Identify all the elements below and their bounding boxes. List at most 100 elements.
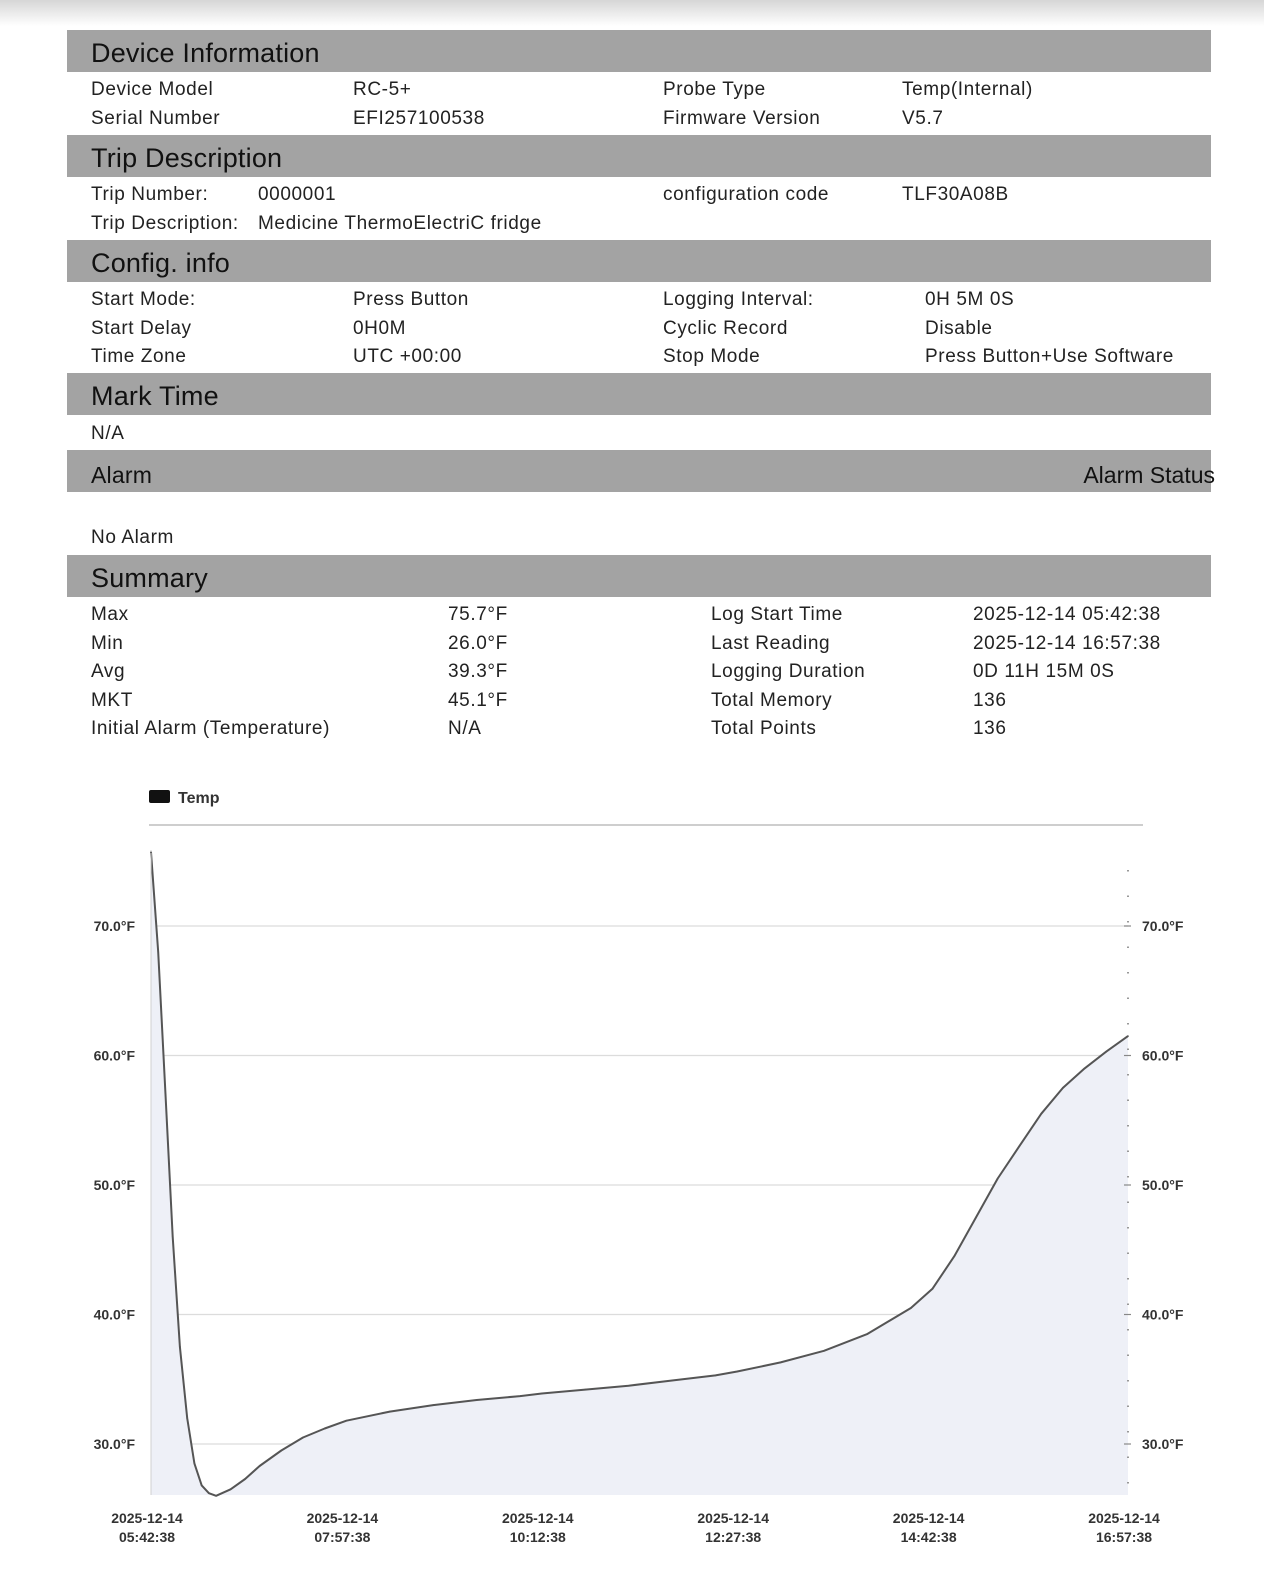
stop-mode-value: Press Button+Use Software [925, 346, 1174, 367]
y-tick-label-right: 40.0°F [1142, 1307, 1184, 1323]
mkt-label: MKT [91, 690, 133, 711]
temp-data-point [302, 1436, 304, 1439]
x-tick-label-date: 2025-12-14 [697, 1510, 769, 1526]
temp-data-point [193, 1462, 196, 1465]
alarm-header: Alarm Alarm Status [67, 450, 1215, 492]
total-points-label: Total Points [711, 718, 817, 739]
temp-data-point [1062, 1087, 1064, 1089]
trip-number-value: 0000001 [258, 184, 337, 205]
temp-data-point [389, 1410, 391, 1413]
avg-value: 39.3°F [448, 661, 508, 682]
trip-description-value: Medicine ThermoElectriC fridge [258, 213, 542, 234]
temp-data-point [229, 1488, 232, 1491]
mark-time-title: Mark Time [91, 381, 219, 411]
temp-data-point [953, 1255, 956, 1257]
logging-interval-label: Logging Interval: [663, 289, 814, 310]
probe-type-value: Temp(Internal) [902, 79, 1033, 100]
mark-time-value: N/A [91, 423, 125, 444]
temp-data-point [584, 1388, 586, 1391]
alarm-status-title: Alarm Status [1083, 462, 1215, 488]
y-tick-label-right: 70.0°F [1142, 918, 1184, 934]
temp-data-point [1018, 1145, 1021, 1147]
serial-number-label: Serial Number [91, 108, 221, 129]
temp-data-point [179, 1346, 181, 1348]
last-reading-label: Last Reading [711, 633, 831, 654]
temp-data-point [208, 1492, 210, 1494]
trip-description-label: Trip Description: [91, 213, 239, 234]
logging-duration-value: 0D 11H 15M 0S [973, 661, 1115, 682]
time-zone-label: Time Zone [91, 346, 187, 367]
temp-data-point [996, 1177, 999, 1180]
summary-title: Summary [91, 563, 208, 593]
temp-data-point [779, 1361, 782, 1364]
temp-data-point [627, 1384, 630, 1387]
y-tick-label-left: 70.0°F [94, 918, 136, 934]
x-tick-label-time: 07:57:38 [314, 1529, 370, 1545]
trip-number-label: Trip Number: [91, 184, 209, 205]
alarm-title: Alarm [91, 462, 153, 488]
cyclic-record-label: Cyclic Record [663, 318, 788, 339]
temp-data-point [432, 1404, 435, 1406]
total-memory-value: 136 [973, 690, 1007, 711]
y-tick-label-left: 30.0°F [94, 1436, 136, 1452]
device-information-title: Device Information [91, 38, 320, 68]
y-tick-label-left: 60.0°F [94, 1048, 136, 1064]
stop-mode-label: Stop Mode [663, 346, 761, 367]
firmware-version-value: V5.7 [902, 108, 944, 129]
logging-duration-label: Logging Duration [711, 661, 866, 682]
start-delay-label: Start Delay [91, 318, 192, 339]
initial-alarm-value: N/A [448, 718, 482, 739]
config-info-header: Config. info [67, 240, 1211, 282]
device-model-label: Device Model [91, 79, 214, 100]
x-tick-label-time: 12:27:38 [705, 1529, 761, 1545]
max-value: 75.7°F [448, 604, 508, 625]
temp-data-point [1105, 1050, 1108, 1053]
avg-label: Avg [91, 661, 126, 682]
logging-interval-value: 0H 5M 0S [925, 289, 1015, 310]
temp-data-point [866, 1333, 869, 1335]
trip-description-header: Trip Description [67, 135, 1211, 177]
temp-data-point [157, 951, 159, 953]
temp-data-point [975, 1216, 977, 1219]
top-shadow [0, 0, 1264, 26]
y-tick-label-left: 40.0°F [94, 1307, 136, 1323]
temp-data-point [280, 1449, 283, 1452]
mkt-value: 45.1°F [448, 690, 508, 711]
temp-data-point [910, 1307, 912, 1309]
start-delay-value: 0H0M [353, 318, 407, 339]
serial-number-value: EFI257100538 [353, 108, 485, 129]
x-tick-label-date: 2025-12-14 [307, 1510, 379, 1526]
max-label: Max [91, 604, 129, 625]
log-start-time-value: 2025-12-14 05:42:38 [973, 604, 1161, 625]
start-mode-value: Press Button [353, 289, 469, 310]
temp-data-point [519, 1395, 521, 1397]
temp-data-point [475, 1399, 478, 1401]
temp-data-point [200, 1484, 203, 1487]
x-tick-label-time: 16:57:38 [1096, 1529, 1152, 1545]
probe-type-label: Probe Type [663, 79, 766, 100]
temp-data-point [323, 1427, 326, 1430]
last-reading-value: 2025-12-14 16:57:38 [973, 633, 1161, 654]
y-tick-label-right: 30.0°F [1142, 1436, 1184, 1452]
temp-data-point [171, 1236, 174, 1238]
x-tick-label-date: 2025-12-14 [502, 1510, 574, 1526]
temp-data-point [215, 1495, 217, 1497]
legend-swatch [149, 790, 170, 803]
log-start-time-label: Log Start Time [711, 604, 843, 625]
temp-area-fill [151, 852, 1128, 1496]
temp-data-point [244, 1478, 246, 1480]
cyclic-record-value: Disable [925, 318, 993, 339]
x-tick-label-time: 14:42:38 [901, 1529, 957, 1545]
temp-data-point [258, 1465, 261, 1467]
temp-data-point [345, 1419, 348, 1422]
configuration-code-label: configuration code [663, 184, 830, 205]
temp-data-point [714, 1374, 717, 1377]
trip-description-title: Trip Description [91, 143, 283, 173]
x-tick-label-date: 2025-12-14 [111, 1510, 183, 1526]
temp-data-point [186, 1417, 188, 1419]
time-zone-value: UTC +00:00 [353, 346, 462, 367]
min-value: 26.0°F [448, 633, 508, 654]
y-tick-label-right: 50.0°F [1142, 1177, 1184, 1193]
x-tick-label-date: 2025-12-14 [1088, 1510, 1160, 1526]
device-information-header: Device Information [67, 30, 1211, 72]
